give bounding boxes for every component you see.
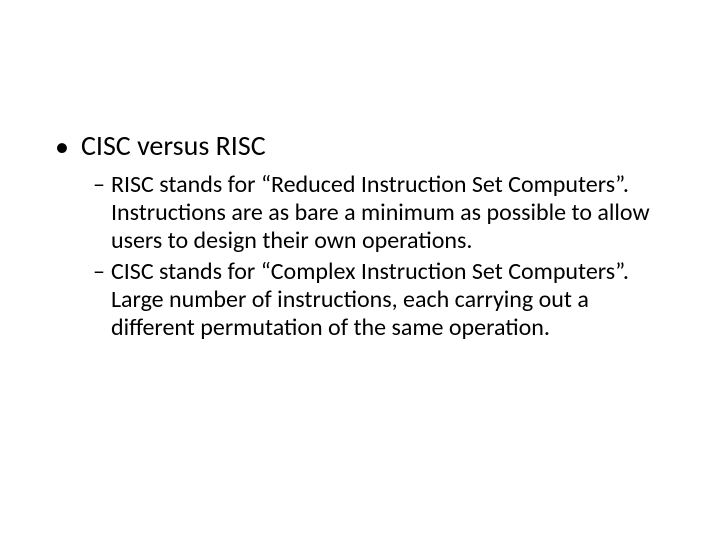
bullet-level1: • CISC versus RISC xyxy=(55,130,665,163)
dash-marker: – xyxy=(93,258,105,286)
slide: • CISC versus RISC – RISC stands for “Re… xyxy=(0,0,720,540)
dash-marker: – xyxy=(93,171,105,199)
sub-bullet-text: RISC stands for “Reduced Instruction Set… xyxy=(111,171,653,256)
sub-bullet-text: CISC stands for “Complex Instruction Set… xyxy=(111,258,653,343)
bullet-marker: • xyxy=(55,132,69,163)
bullet-level2: – CISC stands for “Complex Instruction S… xyxy=(93,258,653,343)
bullet-level2: – RISC stands for “Reduced Instruction S… xyxy=(93,171,653,256)
bullet-text: CISC versus RISC xyxy=(81,130,266,162)
